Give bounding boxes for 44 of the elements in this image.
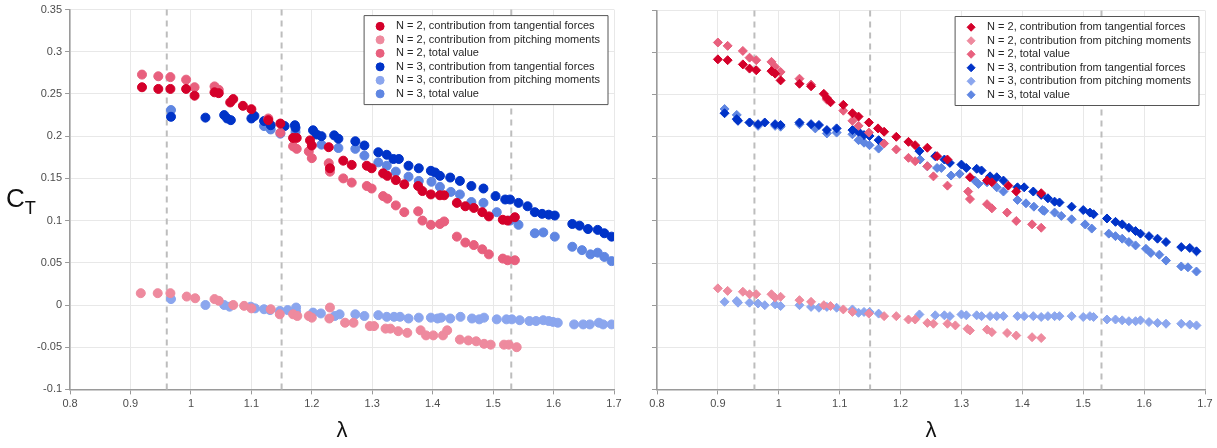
legend-label: N = 2, total value [396,46,479,59]
y-tick-label: 0 [55,298,63,311]
legend-label: N = 3, contribution from pitching moments [396,73,601,86]
x-tick-label: 1.6 [1136,397,1152,410]
x-tick-label: 1.1 [243,397,260,410]
y-tick-label: 0.35 [40,2,63,15]
legend-label: N = 2, contribution from tangential forces [987,20,1187,33]
x-tick-label: 0.8 [649,397,665,410]
legend-label: N = 3, contribution from pitching moments [987,74,1192,87]
x-axis-title: λ [925,416,937,442]
y-tick-label: 0.3 [46,44,63,57]
y-tick-label: -0.1 [43,382,63,395]
x-tick-label: 1.4 [1014,397,1030,410]
y-tick-label: 0.05 [40,255,63,268]
legend-label: N = 3, total value [987,87,1070,100]
x-axis-title: λ [336,416,348,442]
y-tick-label: 0.25 [40,87,63,100]
x-tick-label: 1 [187,397,195,410]
y-tick-label: 0.15 [40,171,63,184]
x-tick-label: 0.8 [62,397,78,410]
x-tick-label: 1.1 [832,397,848,410]
x-tick-label: 1.3 [953,397,970,410]
y-tick-label: 0.1 [46,213,63,226]
x-tick-label: 1.7 [1197,397,1213,410]
legend-label: N = 3, total value [396,86,479,99]
x-tick-label: 0.9 [710,397,726,410]
legend-label: N = 2, contribution from pitching moments [396,32,601,45]
x-tick-label: 1.6 [545,397,562,410]
x-tick-label: 1.2 [892,397,909,410]
y-tick-label: 0.2 [46,129,63,142]
legend-label: N = 2, total value [987,47,1070,60]
y-tick-label: -0.05 [36,340,63,353]
x-tick-label: 0.9 [122,397,139,410]
legend-label: N = 3, contribution from tangential forces [987,60,1187,73]
x-tick-label: 1.4 [425,397,441,410]
x-tick-label: 1.5 [1075,397,1091,410]
x-tick-label: 1.2 [304,397,320,410]
legend-label: N = 2, contribution from pitching moments [987,33,1192,46]
x-tick-label: 1 [775,397,782,410]
x-tick-label: 1.3 [364,397,380,410]
legend-label: N = 2, contribution from tangential forces [396,19,596,32]
legend-label: N = 3, contribution from tangential forces [396,59,596,72]
x-tick-label: 1.7 [606,397,622,410]
x-tick-label: 1.5 [485,397,501,410]
